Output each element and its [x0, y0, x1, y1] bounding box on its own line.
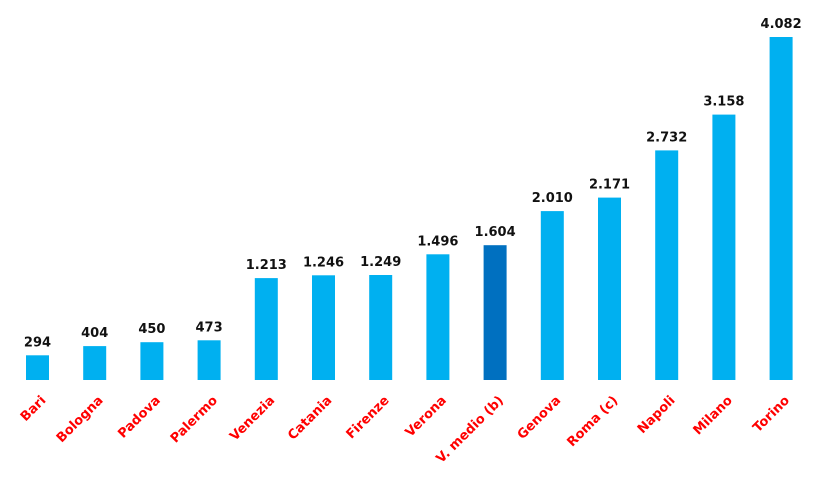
value-label-bologna: 404: [81, 326, 108, 341]
value-label-v-medio-b: 1.604: [475, 225, 516, 240]
category-label-firenze: Firenze: [344, 393, 393, 442]
bar-catania: [312, 275, 335, 380]
value-label-napoli: 2.732: [646, 130, 687, 145]
value-label-torino: 4.082: [761, 17, 802, 32]
bar-roma-c: [598, 197, 621, 380]
bar-padova: [140, 342, 164, 380]
value-label-milano: 3.158: [703, 95, 744, 110]
value-label-catania: 1.246: [303, 255, 344, 270]
value-label-genova: 2.010: [532, 191, 573, 206]
category-label-venezia: Venezia: [227, 393, 278, 444]
value-label-verona: 1.496: [417, 234, 458, 249]
category-label-bologna: Bologna: [54, 393, 107, 446]
bar-genova: [540, 211, 564, 380]
category-label-palermo: Palermo: [168, 393, 221, 446]
bar-venezia: [254, 278, 278, 380]
category-label-padova: Padova: [115, 393, 163, 441]
bar-torino: [769, 37, 793, 380]
bars-group: [26, 37, 793, 380]
value-label-bari: 294: [24, 335, 51, 350]
category-labels-group: Bari Bologna Padova Palermo Venezia Catania Fi…: [18, 393, 793, 466]
category-label-verona: Verona: [403, 393, 450, 440]
value-label-padova: 450: [138, 322, 165, 337]
bar-bari: [26, 355, 49, 380]
category-label-bari: Bari: [18, 393, 50, 425]
bar-firenze: [369, 275, 393, 380]
category-label-catania: Catania: [285, 393, 335, 443]
category-label-napoli: Napoli: [635, 393, 679, 437]
category-label-milano: Milano: [691, 393, 736, 438]
bar-milano: [712, 114, 736, 380]
category-label-roma-c: Roma (c): [564, 393, 621, 450]
value-label-roma-c: 2.171: [589, 178, 630, 193]
bar-verona: [426, 254, 450, 380]
bar-palermo: [197, 340, 221, 380]
category-label-genova: Genova: [515, 393, 564, 442]
bar-bologna: [83, 346, 107, 380]
value-label-firenze: 1.249: [360, 255, 401, 270]
value-label-venezia: 1.213: [246, 258, 287, 273]
value-label-palermo: 473: [196, 320, 223, 335]
bar-napoli: [655, 150, 679, 380]
value-labels-group: 294 404 450 473 1.213 1.246 1.249 1.496 1.604 2.0…: [24, 17, 802, 350]
category-label-torino: Torino: [750, 393, 793, 436]
bar-v-medio-b: [483, 245, 507, 380]
